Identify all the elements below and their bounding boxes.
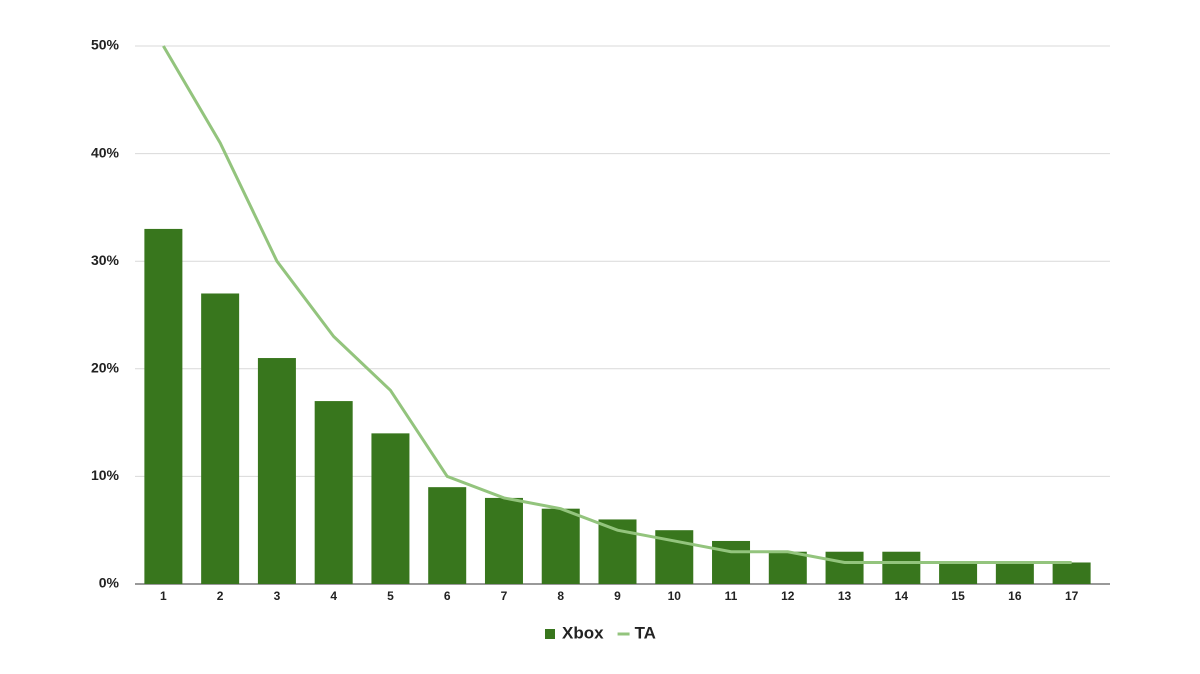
legend-label: Xbox — [562, 623, 604, 642]
x-tick-label: 11 — [725, 589, 738, 603]
bar — [712, 540, 751, 584]
bar — [825, 551, 864, 584]
x-tick-label: 16 — [1008, 589, 1022, 603]
bar — [882, 551, 921, 584]
y-tick-label: 30% — [91, 252, 120, 268]
y-tick-label: 40% — [91, 144, 120, 160]
bar — [1052, 562, 1091, 584]
x-tick-label: 9 — [614, 589, 621, 603]
x-tick-label: 1 — [160, 589, 167, 603]
y-tick-label: 10% — [91, 467, 120, 483]
x-tick-label: 4 — [330, 589, 337, 603]
bar — [428, 487, 467, 584]
legend-swatch — [545, 629, 555, 639]
x-tick-label: 7 — [501, 589, 508, 603]
x-tick-label: 2 — [217, 589, 224, 603]
x-tick-label: 15 — [951, 589, 965, 603]
x-tick-label: 8 — [557, 589, 564, 603]
legend-label: TA — [635, 623, 656, 642]
bar — [257, 358, 296, 584]
bar — [484, 497, 523, 584]
x-tick-label: 14 — [895, 589, 909, 603]
x-tick-label: 13 — [838, 589, 852, 603]
x-tick-label: 17 — [1065, 589, 1079, 603]
bar — [541, 508, 580, 584]
x-tick-label: 3 — [274, 589, 281, 603]
x-tick-label: 5 — [387, 589, 394, 603]
bar — [314, 401, 353, 584]
bar — [371, 433, 410, 584]
bar — [939, 562, 978, 584]
y-tick-label: 20% — [91, 360, 120, 376]
x-tick-label: 12 — [781, 589, 795, 603]
x-tick-label: 6 — [444, 589, 451, 603]
bar — [995, 562, 1034, 584]
y-tick-label: 50% — [91, 37, 120, 53]
x-tick-label: 10 — [668, 589, 682, 603]
bar — [768, 551, 807, 584]
bar — [144, 228, 183, 585]
bar — [201, 293, 240, 584]
line — [162, 45, 1072, 564]
y-tick-label: 0% — [99, 575, 120, 591]
